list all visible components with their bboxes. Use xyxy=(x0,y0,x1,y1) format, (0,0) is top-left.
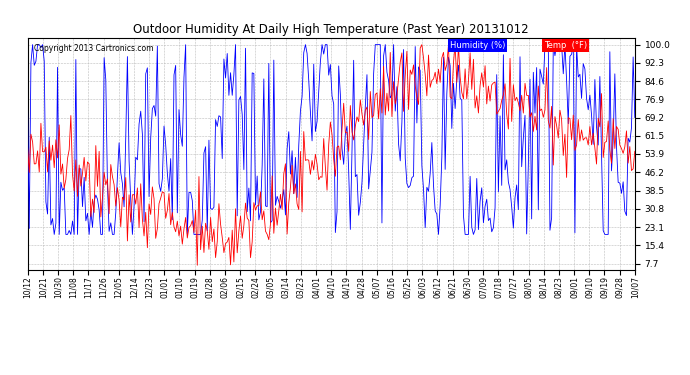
Title: Outdoor Humidity At Daily High Temperature (Past Year) 20131012: Outdoor Humidity At Daily High Temperatu… xyxy=(133,23,529,36)
Text: Humidity (%): Humidity (%) xyxy=(450,41,505,50)
Text: Temp  (°F): Temp (°F) xyxy=(544,41,586,50)
Text: Copyright 2013 Cartronics.com: Copyright 2013 Cartronics.com xyxy=(34,45,153,54)
